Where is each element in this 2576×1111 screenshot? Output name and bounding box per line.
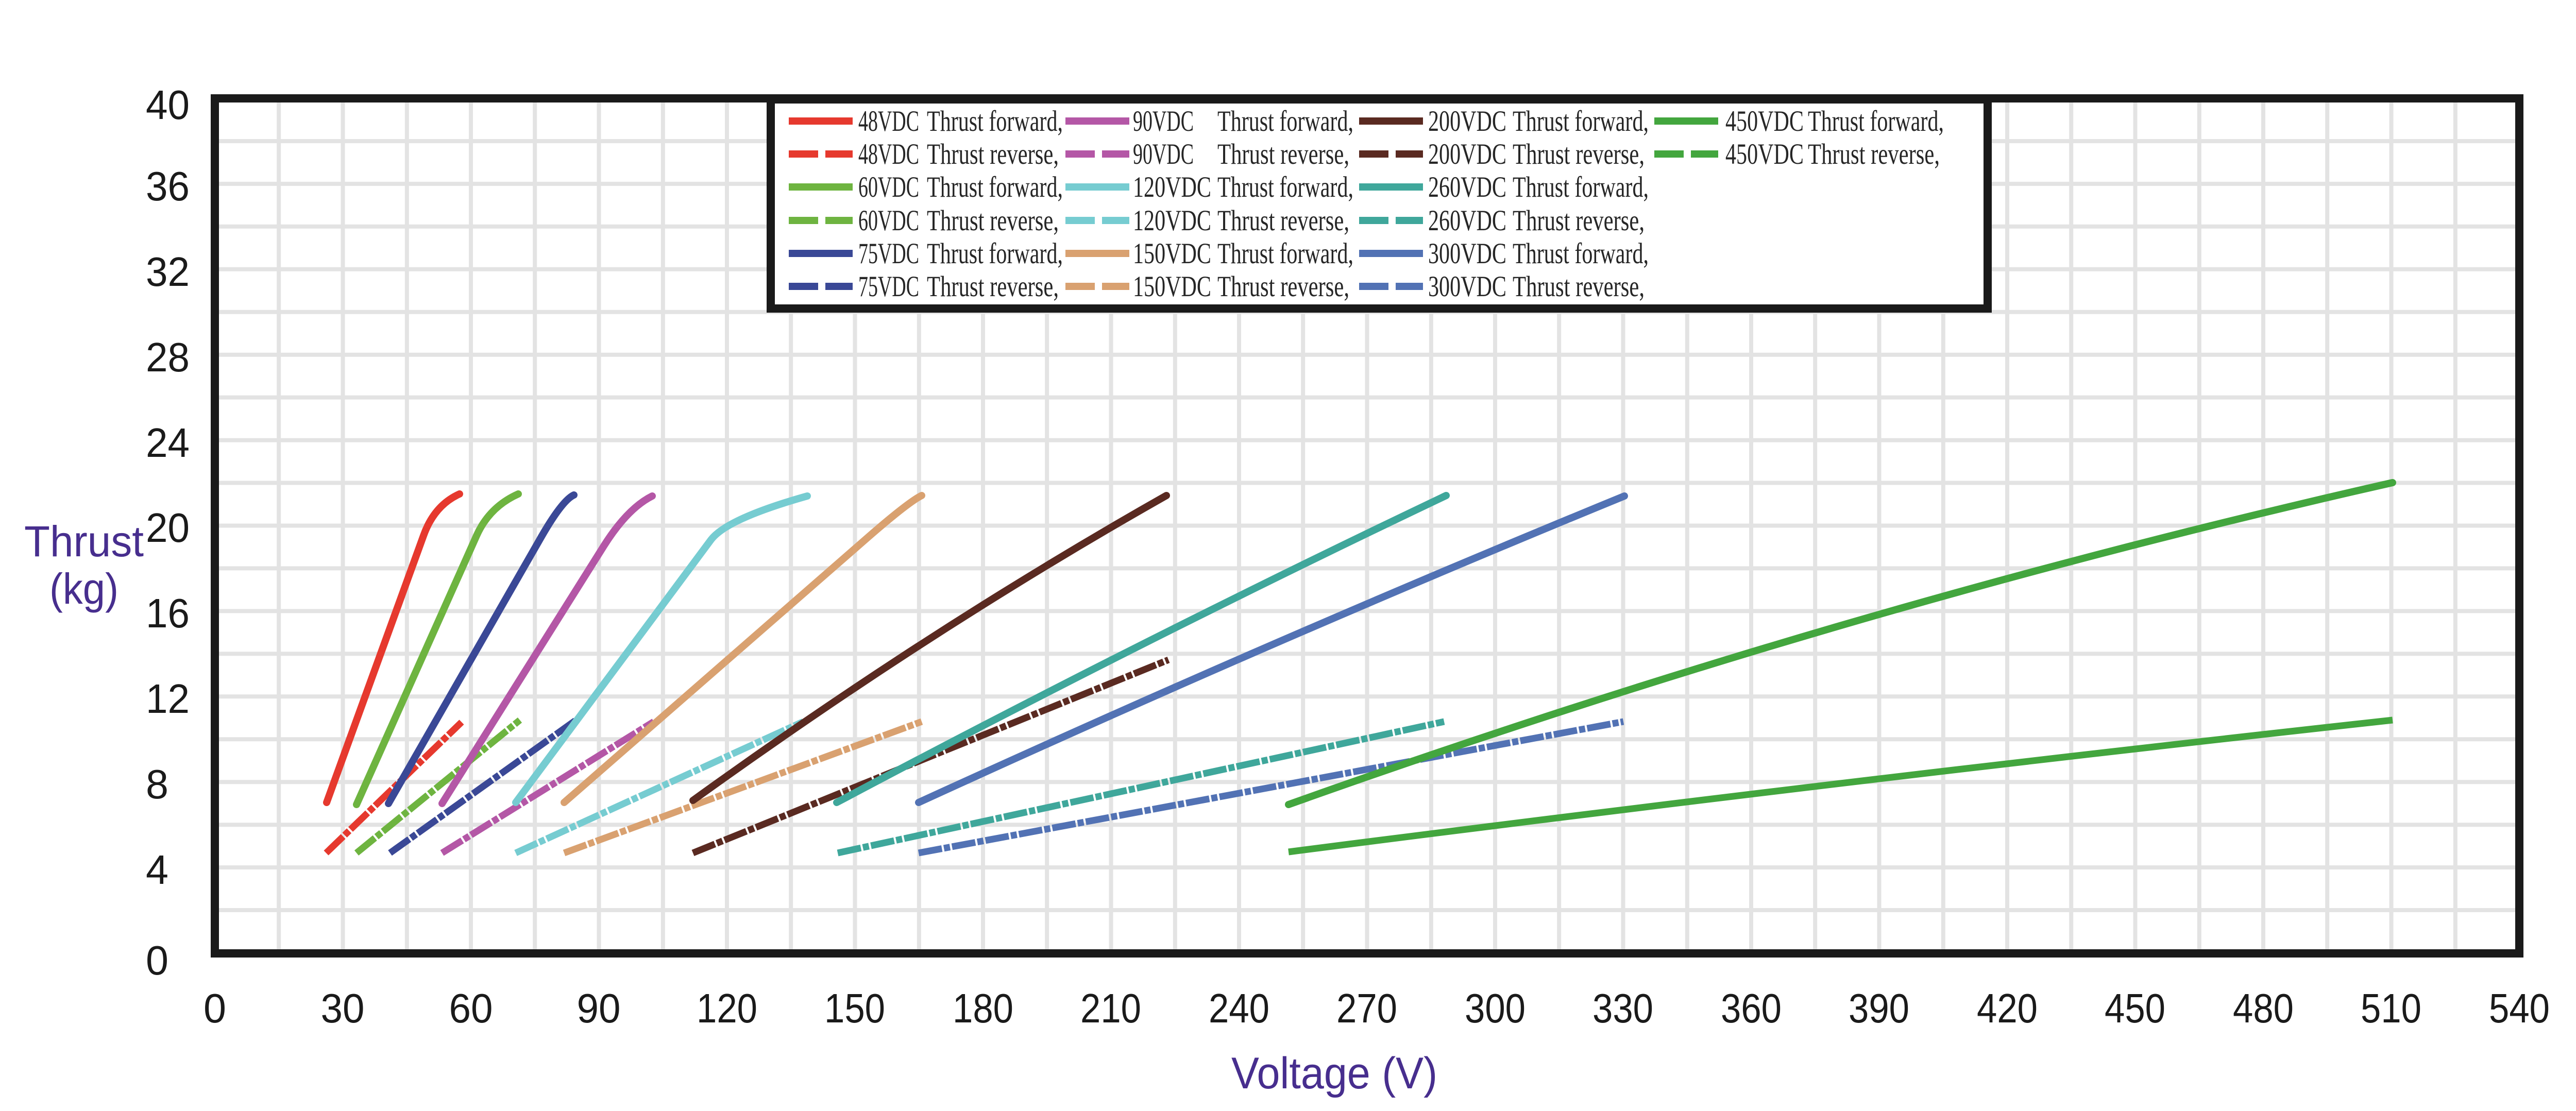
svg-text:480: 480 — [2233, 985, 2294, 1031]
svg-text:270: 270 — [1336, 985, 1397, 1031]
svg-text:24: 24 — [146, 420, 190, 466]
svg-text:Thrust reverse,: Thrust reverse, — [927, 138, 1059, 170]
svg-text:360: 360 — [1721, 985, 1782, 1031]
svg-text:260VDC: 260VDC — [1428, 204, 1506, 237]
svg-text:210: 210 — [1080, 985, 1141, 1031]
svg-text:48VDC: 48VDC — [858, 105, 919, 138]
svg-text:75VDC: 75VDC — [858, 237, 919, 270]
svg-text:60VDC: 60VDC — [858, 171, 919, 203]
svg-text:Thrust forward,: Thrust forward, — [927, 237, 1063, 270]
svg-text:420: 420 — [1977, 985, 2038, 1031]
svg-text:Thrust forward,: Thrust forward, — [1217, 237, 1353, 270]
svg-text:Thrust reverse,: Thrust reverse, — [1217, 138, 1349, 170]
svg-text:450VDC: 450VDC — [1725, 105, 1804, 138]
svg-text:Thrust forward,: Thrust forward, — [1513, 171, 1649, 203]
svg-text:Thrust reverse,: Thrust reverse, — [1513, 138, 1645, 170]
svg-text:240: 240 — [1209, 985, 1269, 1031]
svg-text:540: 540 — [2489, 985, 2550, 1031]
svg-text:Thrust reverse,: Thrust reverse, — [927, 270, 1059, 303]
svg-text:Thrust forward,: Thrust forward, — [927, 105, 1063, 138]
svg-text:90VDC: 90VDC — [1133, 105, 1194, 138]
svg-text:180: 180 — [953, 985, 1013, 1031]
svg-text:60VDC: 60VDC — [858, 204, 919, 237]
svg-text:300: 300 — [1465, 985, 1526, 1031]
svg-text:Thrust forward,: Thrust forward, — [1217, 105, 1353, 138]
svg-text:150VDC: 150VDC — [1133, 270, 1211, 303]
svg-text:60: 60 — [449, 985, 493, 1031]
svg-text:120VDC: 120VDC — [1133, 204, 1211, 237]
svg-text:75VDC: 75VDC — [858, 270, 919, 303]
svg-text:200VDC: 200VDC — [1428, 105, 1506, 138]
svg-text:390: 390 — [1849, 985, 1909, 1031]
svg-text:Thrust forward,: Thrust forward, — [1808, 105, 1944, 138]
svg-text:450: 450 — [2105, 985, 2165, 1031]
svg-text:Thrust reverse,: Thrust reverse, — [1513, 204, 1645, 237]
svg-text:Thrust forward,: Thrust forward, — [1217, 171, 1353, 203]
svg-text:Thrust reverse,: Thrust reverse, — [1217, 270, 1349, 303]
svg-text:Thrust forward,: Thrust forward, — [927, 171, 1063, 203]
svg-text:Thrust forward,: Thrust forward, — [1513, 237, 1649, 270]
svg-text:Thrust reverse,: Thrust reverse, — [1808, 138, 1940, 170]
svg-text:4: 4 — [146, 847, 168, 893]
svg-text:450VDC: 450VDC — [1725, 138, 1804, 170]
svg-text:Thrust: Thrust — [24, 517, 144, 566]
svg-text:150VDC: 150VDC — [1133, 237, 1211, 270]
svg-text:260VDC: 260VDC — [1428, 171, 1506, 203]
svg-text:48VDC: 48VDC — [858, 138, 919, 170]
svg-text:16: 16 — [146, 590, 190, 636]
svg-text:Thrust reverse,: Thrust reverse, — [1217, 204, 1349, 237]
svg-text:Thrust reverse,: Thrust reverse, — [1513, 270, 1645, 303]
svg-text:0: 0 — [204, 985, 226, 1031]
svg-text:12: 12 — [146, 676, 190, 722]
svg-text:330: 330 — [1592, 985, 1653, 1031]
svg-text:Thrust forward,: Thrust forward, — [1513, 105, 1649, 138]
svg-text:(kg): (kg) — [49, 565, 118, 613]
svg-text:32: 32 — [146, 249, 190, 295]
svg-text:90VDC: 90VDC — [1133, 138, 1194, 170]
svg-text:150: 150 — [824, 985, 885, 1031]
svg-text:120: 120 — [697, 985, 757, 1031]
svg-text:0: 0 — [146, 937, 168, 983]
svg-text:Voltage (V): Voltage (V) — [1231, 1049, 1437, 1098]
svg-text:510: 510 — [2361, 985, 2421, 1031]
svg-text:300VDC: 300VDC — [1428, 270, 1506, 303]
svg-text:28: 28 — [146, 334, 190, 380]
svg-text:120VDC: 120VDC — [1133, 171, 1211, 203]
svg-text:40: 40 — [146, 82, 190, 128]
svg-text:8: 8 — [146, 761, 168, 807]
svg-text:20: 20 — [146, 505, 190, 551]
svg-text:90: 90 — [577, 985, 621, 1031]
svg-text:36: 36 — [146, 163, 190, 209]
svg-text:300VDC: 300VDC — [1428, 237, 1506, 270]
svg-text:30: 30 — [321, 985, 365, 1031]
svg-text:200VDC: 200VDC — [1428, 138, 1506, 170]
svg-text:Thrust reverse,: Thrust reverse, — [927, 204, 1059, 237]
